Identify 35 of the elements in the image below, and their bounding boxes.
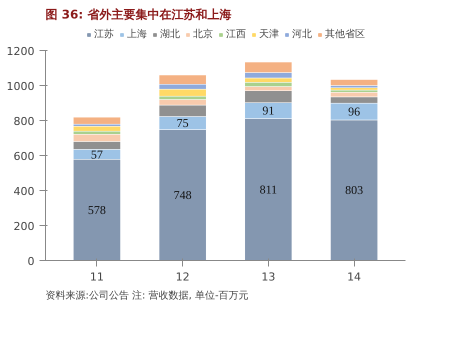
data-label: 578 bbox=[88, 202, 106, 217]
data-label: 748 bbox=[174, 188, 192, 202]
y-tick-label: 200 bbox=[14, 220, 35, 233]
bar bbox=[330, 79, 378, 86]
y-tick-label: 400 bbox=[14, 185, 35, 198]
legend-label: 北京 bbox=[193, 28, 213, 41]
y-tick-label: 1000 bbox=[6, 80, 35, 93]
x-tick-label: 12 bbox=[176, 270, 190, 284]
legend-label: 江西 bbox=[226, 28, 246, 41]
text: 资料来源:公司公告 注: 营收数据, 单位-百万元 bbox=[46, 290, 249, 302]
legend-label: 其他省区 bbox=[325, 28, 365, 41]
data-label: 803 bbox=[345, 183, 364, 198]
chart-title: 图 36: 省外主要集中在江苏和上海 bbox=[46, 8, 232, 22]
x-tick-label: 11 bbox=[90, 270, 104, 284]
legend-label: 天津 bbox=[259, 28, 279, 41]
legend-label: 江苏 bbox=[94, 28, 114, 41]
data-label: 57 bbox=[90, 147, 103, 162]
data-label: 75 bbox=[176, 116, 189, 130]
legend-label: 河北 bbox=[292, 28, 312, 41]
y-tick-label: 600 bbox=[14, 150, 35, 163]
y-tick-label: 1200 bbox=[6, 45, 35, 58]
y-tick-label: 800 bbox=[14, 115, 35, 128]
bar bbox=[244, 82, 292, 87]
bar bbox=[330, 88, 378, 90]
legend-label: 上海 bbox=[127, 28, 147, 41]
bar bbox=[73, 126, 121, 132]
data-label: 91 bbox=[262, 104, 274, 118]
x-tick-label: 14 bbox=[347, 270, 362, 284]
bar bbox=[73, 116, 121, 124]
legend-label: 湖北 bbox=[160, 28, 180, 41]
data-label: 96 bbox=[348, 104, 360, 119]
data-label: 811 bbox=[260, 182, 278, 197]
bar bbox=[158, 88, 206, 96]
x-tick-label: 13 bbox=[261, 270, 276, 284]
y-tick-label: 0 bbox=[28, 255, 34, 268]
